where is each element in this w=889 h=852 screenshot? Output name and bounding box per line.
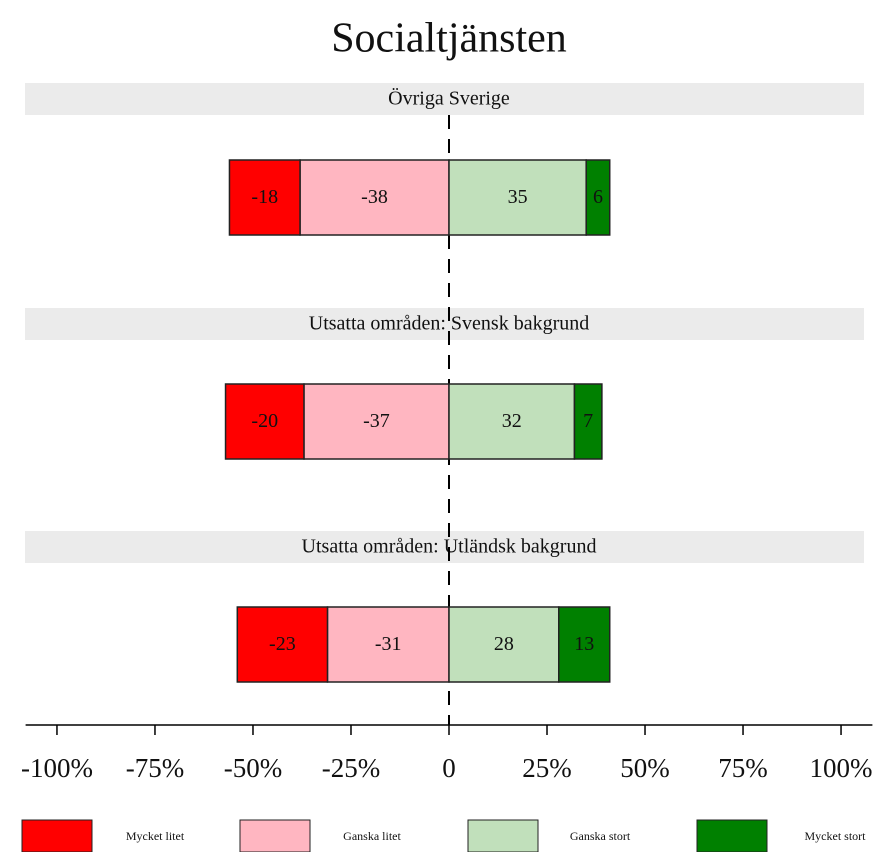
x-tick-label: -50% bbox=[224, 753, 282, 783]
data-label: -20 bbox=[251, 410, 278, 432]
legend-label: Mycket stort bbox=[805, 829, 867, 843]
x-tick-label: 50% bbox=[620, 753, 670, 783]
x-tick-label: 25% bbox=[522, 753, 572, 783]
data-label: 7 bbox=[583, 410, 593, 432]
x-tick-label: 100% bbox=[810, 753, 873, 783]
legend-swatch bbox=[467, 819, 539, 852]
x-tick-label: -25% bbox=[322, 753, 380, 783]
data-label: -37 bbox=[363, 410, 390, 432]
legend-label: Ganska litet bbox=[343, 829, 401, 843]
legend-label: Mycket litet bbox=[126, 829, 185, 843]
bar-segment bbox=[585, 159, 611, 236]
data-label: -31 bbox=[375, 633, 402, 655]
bar-segment bbox=[448, 606, 560, 683]
legend-swatch bbox=[696, 819, 768, 852]
bar-segment bbox=[228, 159, 301, 236]
x-tick-label: -75% bbox=[126, 753, 184, 783]
x-tick-label: -100% bbox=[21, 753, 93, 783]
data-label: 6 bbox=[593, 186, 603, 208]
data-label: -18 bbox=[251, 186, 278, 208]
data-label: -23 bbox=[269, 633, 296, 655]
data-label: -38 bbox=[361, 186, 388, 208]
legend-label: Ganska stort bbox=[570, 829, 631, 843]
panel-title: Utsatta områden: Svensk bakgrund bbox=[309, 313, 590, 335]
bar-segment bbox=[303, 383, 450, 460]
panel-strip bbox=[25, 308, 864, 340]
bar-segment bbox=[448, 159, 587, 236]
bar-segment bbox=[558, 606, 611, 683]
bar-segment bbox=[236, 606, 329, 683]
panel-strip bbox=[25, 83, 864, 115]
bar-segment bbox=[448, 383, 576, 460]
chart-title: Socialtjänsten bbox=[331, 16, 567, 62]
panel-title: Utsatta områden: Utländsk bakgrund bbox=[302, 536, 597, 558]
bar-segment bbox=[224, 383, 305, 460]
panel-title: Övriga Sverige bbox=[388, 87, 510, 110]
data-label: 28 bbox=[494, 633, 514, 655]
bar-segment bbox=[299, 159, 450, 236]
legend-swatch bbox=[21, 819, 93, 852]
legend-swatch bbox=[239, 819, 311, 852]
bar-segment bbox=[326, 606, 450, 683]
data-label: 32 bbox=[502, 410, 522, 432]
x-tick-label: 0 bbox=[442, 753, 456, 783]
bar-segment bbox=[573, 383, 603, 460]
data-label: 13 bbox=[574, 633, 594, 655]
data-label: 35 bbox=[508, 186, 528, 208]
panel-strip bbox=[25, 531, 864, 563]
x-tick-label: 75% bbox=[718, 753, 768, 783]
